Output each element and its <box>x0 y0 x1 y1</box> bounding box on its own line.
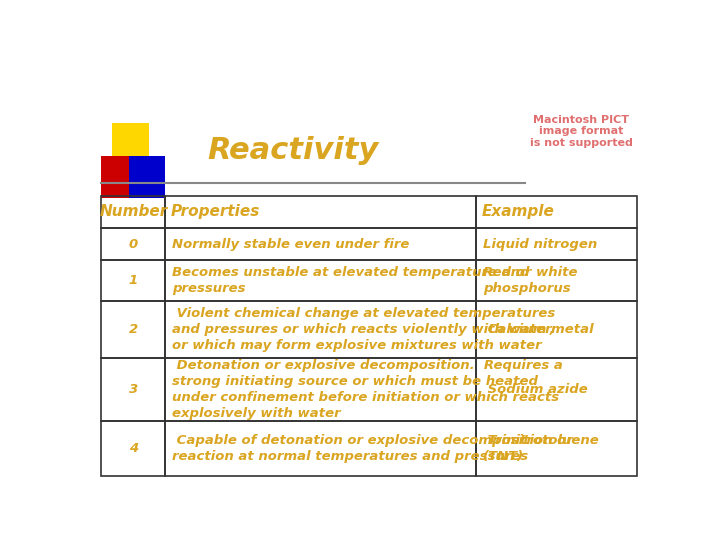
Bar <box>101 228 166 260</box>
Bar <box>101 156 138 198</box>
Text: Liquid nitrogen: Liquid nitrogen <box>483 238 597 251</box>
Bar <box>166 421 476 476</box>
Text: Number: Number <box>99 204 168 219</box>
Bar <box>476 359 636 421</box>
Bar <box>101 260 166 301</box>
Bar <box>112 123 148 165</box>
Bar <box>101 421 166 476</box>
Bar <box>476 421 636 476</box>
Bar <box>129 156 166 198</box>
Bar <box>166 301 476 359</box>
Text: Example: Example <box>482 204 554 219</box>
Text: 3: 3 <box>129 383 138 396</box>
Text: Trinitrotoluene
(TNT): Trinitrotoluene (TNT) <box>483 434 598 463</box>
Bar <box>166 196 476 228</box>
Bar <box>166 260 476 301</box>
Text: Violent chemical change at elevated temperatures
and pressures or which reacts v: Violent chemical change at elevated temp… <box>172 307 555 353</box>
Text: Macintosh PICT
image format
is not supported: Macintosh PICT image format is not suppo… <box>530 114 632 148</box>
Bar <box>166 359 476 421</box>
Text: 1: 1 <box>129 274 138 287</box>
Text: Normally stable even under fire: Normally stable even under fire <box>172 238 410 251</box>
Text: 2: 2 <box>129 323 138 336</box>
Text: Detonation or explosive decomposition.  Requires a
strong initiating source or w: Detonation or explosive decomposition. R… <box>172 359 563 420</box>
Text: 4: 4 <box>129 442 138 455</box>
Bar <box>101 301 166 359</box>
Bar <box>101 359 166 421</box>
Text: Red or white
phosphorus: Red or white phosphorus <box>483 266 577 295</box>
Bar <box>166 228 476 260</box>
Text: 0: 0 <box>129 238 138 251</box>
Bar <box>476 260 636 301</box>
Text: Becomes unstable at elevated temperature and
pressures: Becomes unstable at elevated temperature… <box>172 266 530 295</box>
Text: Sodium azide: Sodium azide <box>483 383 588 396</box>
Bar <box>101 196 166 228</box>
Text: Properties: Properties <box>171 204 261 219</box>
Text: Capable of detonation or explosive decomposition or
reaction at normal temperatu: Capable of detonation or explosive decom… <box>172 434 573 463</box>
Bar <box>476 301 636 359</box>
Text: Reactivity: Reactivity <box>207 136 379 165</box>
Bar <box>476 228 636 260</box>
Bar <box>476 196 636 228</box>
Text: Calcium metal: Calcium metal <box>483 323 593 336</box>
